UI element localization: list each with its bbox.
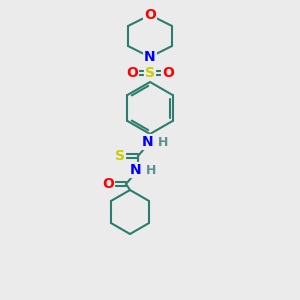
Text: O: O [126, 66, 138, 80]
Text: O: O [162, 66, 174, 80]
Text: H: H [146, 164, 156, 176]
Text: O: O [102, 177, 114, 191]
Text: N: N [130, 163, 142, 177]
Text: N: N [142, 135, 154, 149]
Text: N: N [144, 50, 156, 64]
Text: S: S [145, 66, 155, 80]
Text: S: S [115, 149, 125, 163]
Text: H: H [158, 136, 168, 148]
Text: O: O [144, 8, 156, 22]
